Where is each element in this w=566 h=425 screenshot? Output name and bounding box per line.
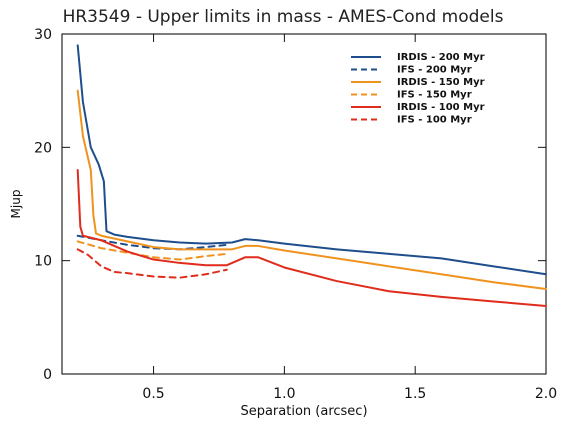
series-line-3 xyxy=(76,240,228,261)
x-axis-label: Separation (arcsec) xyxy=(240,404,367,419)
y-tick-label: 20 xyxy=(34,140,52,156)
series-line-2 xyxy=(76,89,547,290)
legend-label: IFS - 200 Myr xyxy=(397,65,472,76)
legend-label: IFS - 150 Myr xyxy=(397,90,472,101)
plot-frame xyxy=(61,33,547,375)
x-tick-label: 0.5 xyxy=(142,386,164,402)
series-line-0 xyxy=(76,44,547,276)
y-tick-label: 10 xyxy=(34,254,52,270)
ticks-layer: 0.5 1.0 1.5 2.0 0 10 20 30 xyxy=(34,27,557,402)
legend-label: IFS - 100 Myr xyxy=(397,115,472,126)
y-tick-label: 0 xyxy=(43,367,52,383)
chart-title: HR3549 - Upper limits in mass - AMES-Con… xyxy=(63,7,504,27)
x-tick-label: 1.5 xyxy=(404,386,426,402)
legend-label: IRDIS - 200 Myr xyxy=(397,52,485,63)
legend-label: IRDIS - 150 Myr xyxy=(397,77,485,88)
x-tick-label: 1.0 xyxy=(273,386,295,402)
y-tick-label: 30 xyxy=(34,27,52,43)
series-line-4 xyxy=(76,169,547,307)
y-axis-label: Mjup xyxy=(9,190,23,219)
series-layer xyxy=(76,44,547,307)
x-tick-label: 2.0 xyxy=(535,386,557,402)
legend-label: IRDIS - 100 Myr xyxy=(397,102,485,113)
series-line-5 xyxy=(76,248,228,279)
